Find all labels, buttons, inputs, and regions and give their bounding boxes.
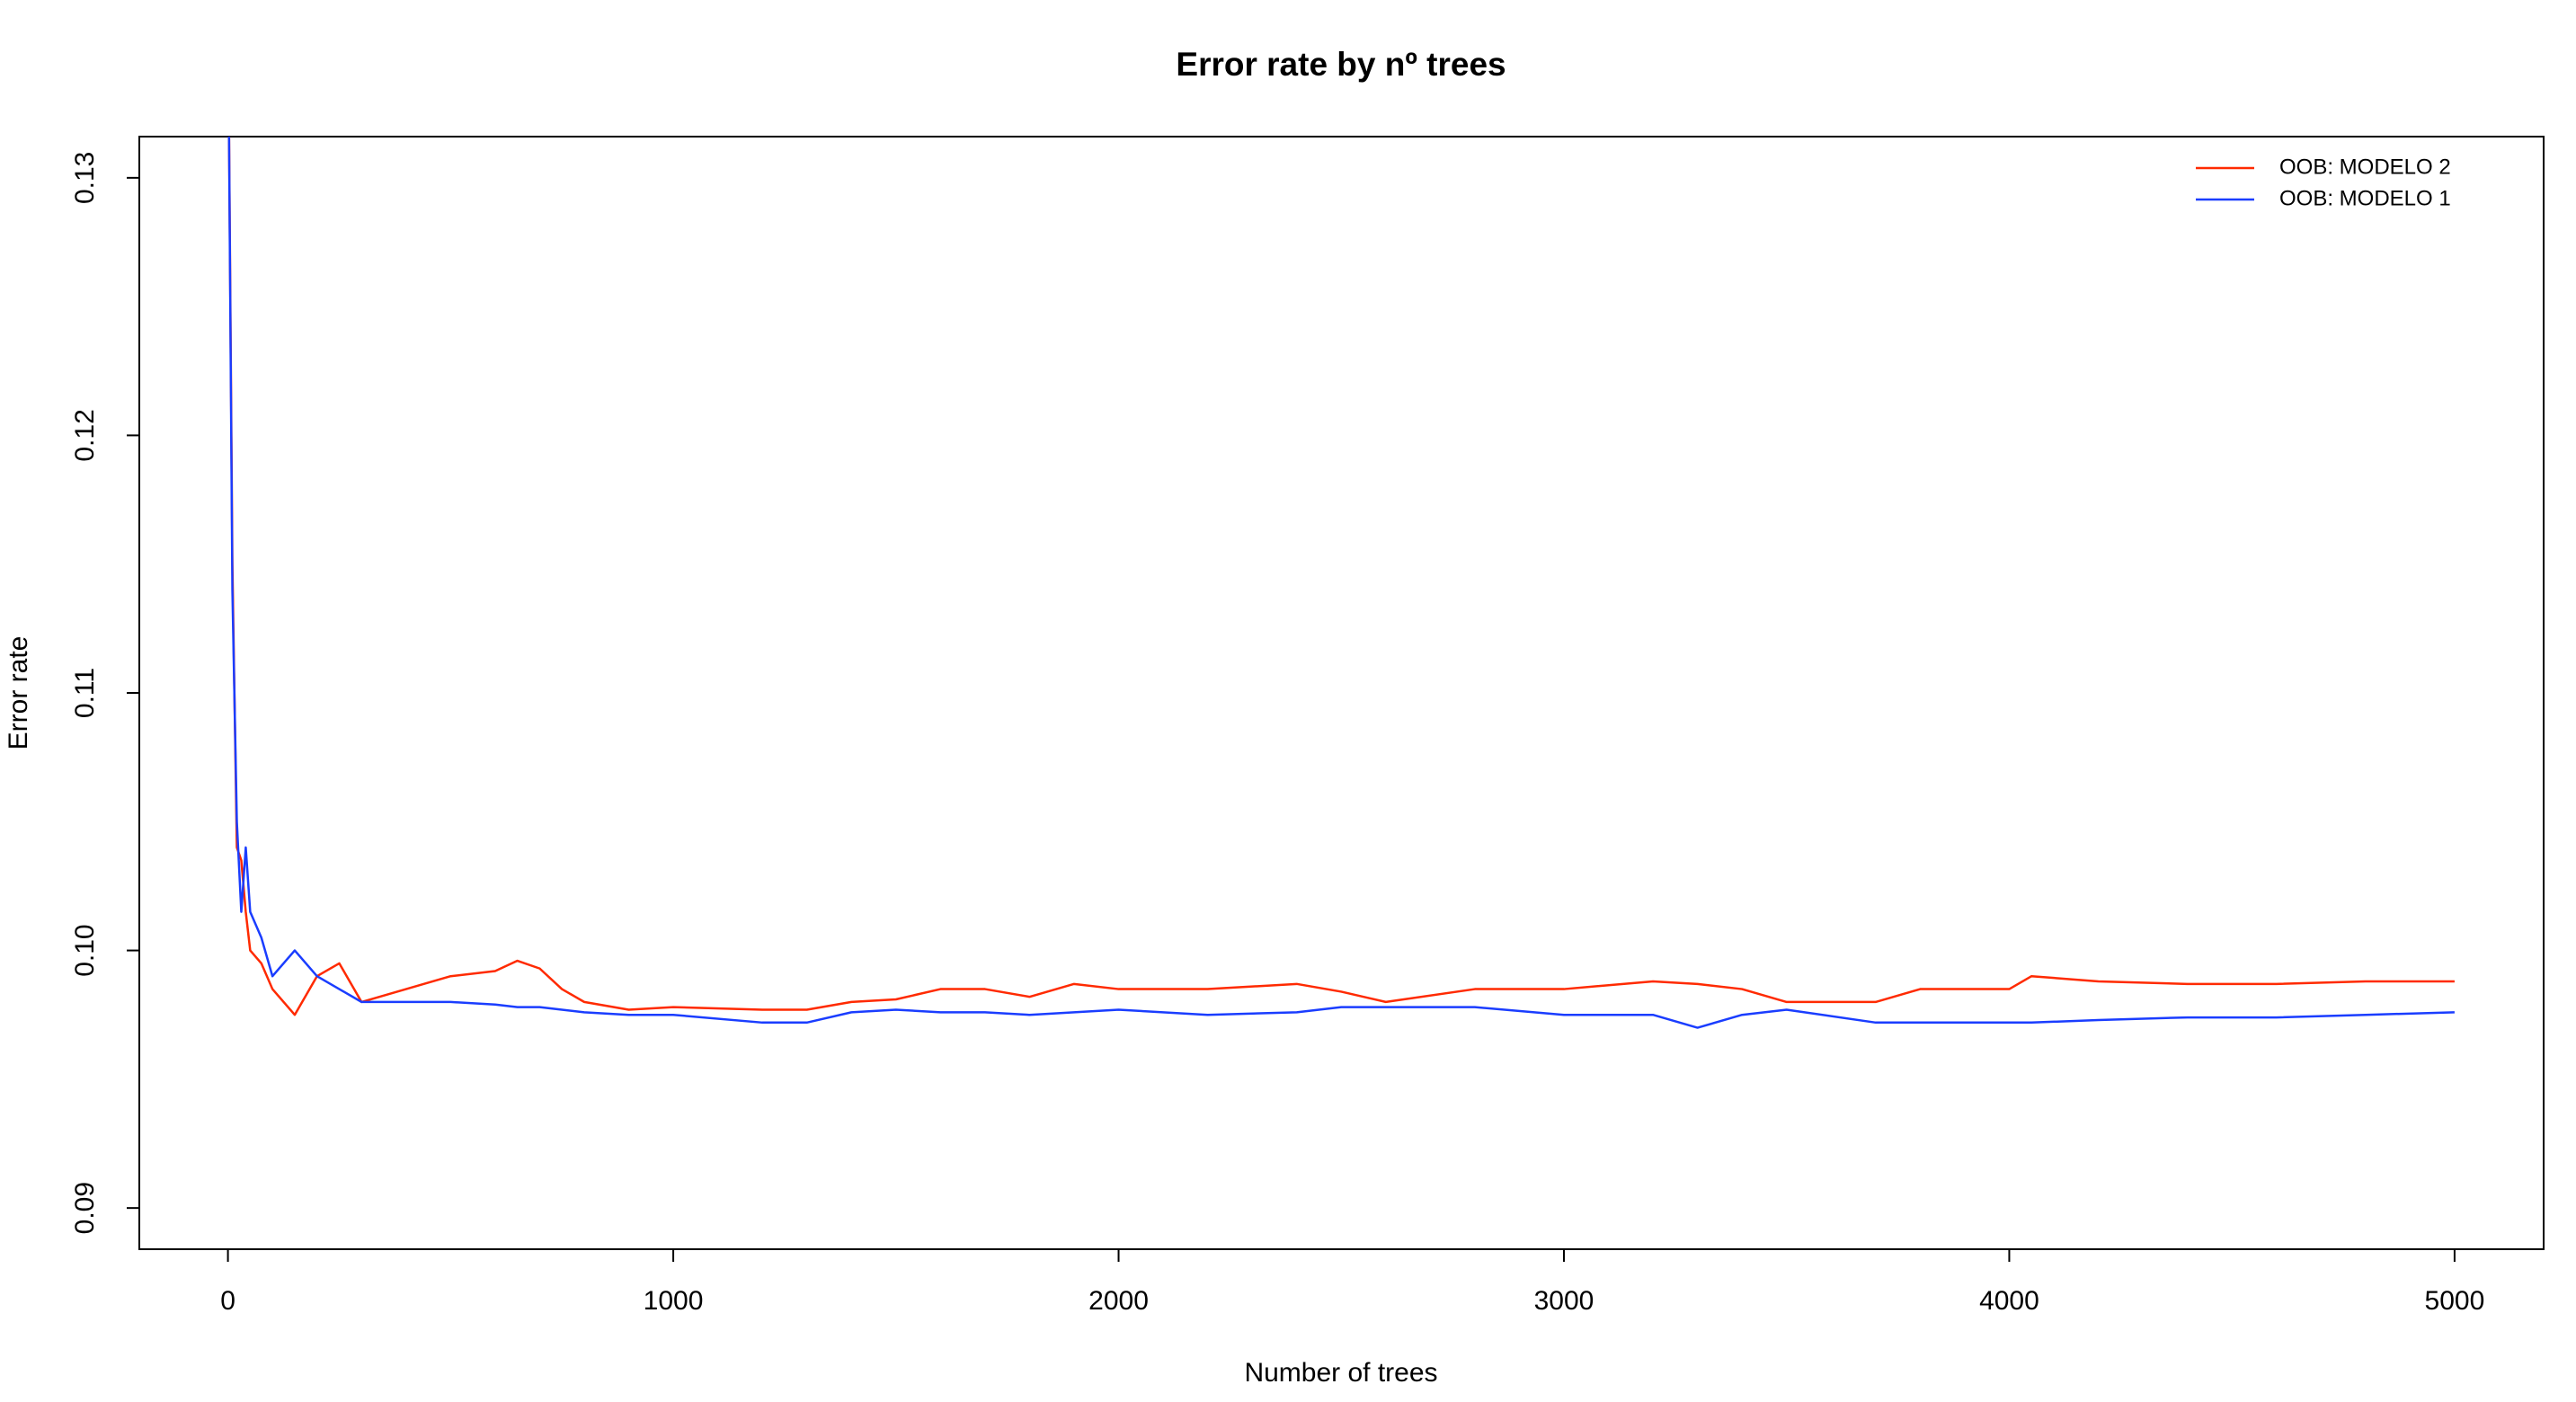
- x-tick-label: 4000: [1979, 1286, 2039, 1316]
- x-tick-label: 1000: [644, 1286, 704, 1316]
- x-tick-label: 0: [220, 1286, 235, 1316]
- y-tick-label: 0.10: [70, 924, 100, 976]
- y-tick-label: 0.09: [70, 1182, 100, 1234]
- y-tick-label: 0.12: [70, 409, 100, 461]
- plot-area: [227, 137, 2455, 1029]
- chart-title: Error rate by nº trees: [1176, 46, 1506, 83]
- data-line: [227, 137, 2455, 1016]
- y-tick-label: 0.13: [70, 152, 100, 204]
- legend-label: OOB: MODELO 2: [2279, 155, 2451, 179]
- y-tick-label: 0.11: [70, 668, 100, 718]
- legend-label: OOB: MODELO 1: [2279, 186, 2451, 210]
- y-axis-label: Error rate: [4, 636, 33, 750]
- x-tick-label: 2000: [1088, 1286, 1149, 1316]
- data-line: [227, 137, 2455, 1029]
- x-axis-label: Number of trees: [1244, 1358, 1437, 1388]
- x-tick-label: 5000: [2425, 1286, 2485, 1316]
- x-tick-label: 3000: [1534, 1286, 1594, 1316]
